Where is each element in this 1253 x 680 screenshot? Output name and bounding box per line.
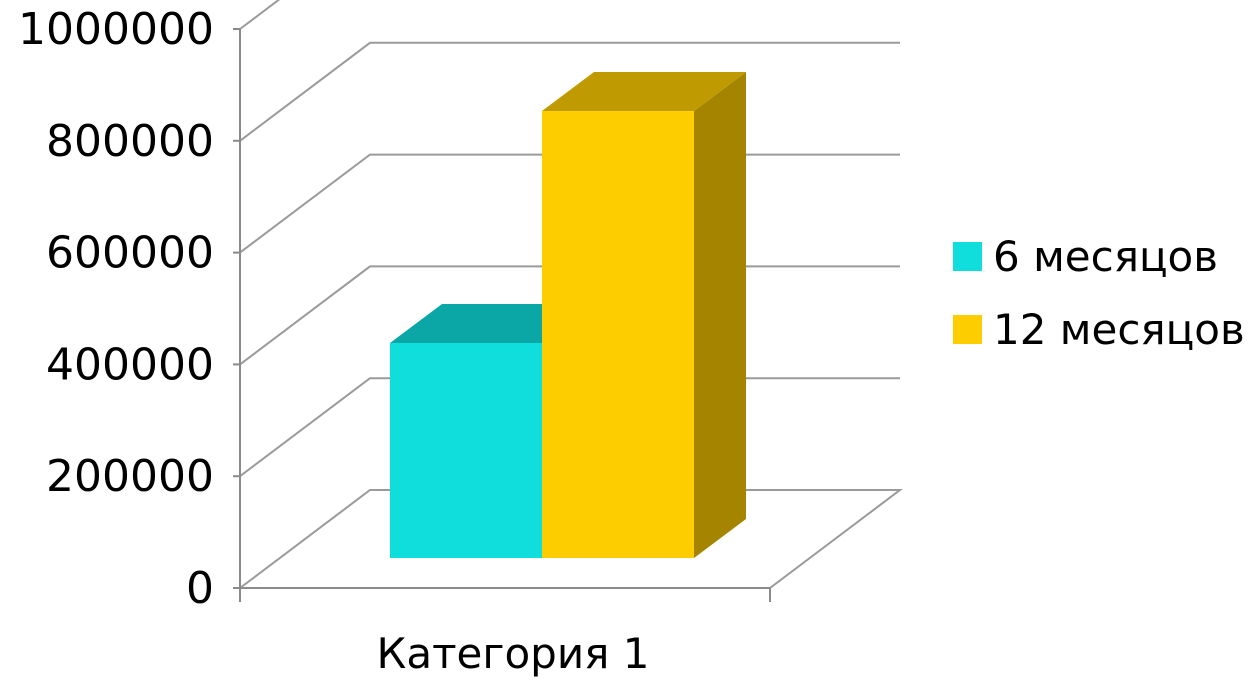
y-tick-label: 200000	[46, 451, 214, 502]
y-tick-label: 600000	[46, 228, 214, 279]
gridline	[239, 0, 281, 30]
axes	[233, 28, 771, 602]
y-tick-label: 1000000	[18, 4, 214, 55]
legend-swatch	[953, 242, 982, 271]
x-tick-label: Категория 1	[377, 629, 650, 678]
bar-side	[694, 72, 746, 558]
legend: 6 месяцов 12 месяцов	[953, 232, 1245, 354]
y-tick-label: 800000	[46, 116, 214, 167]
legend-label: 12 месяцов	[993, 305, 1245, 354]
gridline	[239, 41, 900, 142]
y-tick-label: 400000	[46, 339, 214, 390]
bar-top	[542, 72, 746, 112]
bar-front	[542, 111, 694, 558]
x-tick-labels: Категория 1	[377, 629, 650, 678]
bars	[390, 72, 746, 558]
bar	[542, 72, 746, 558]
y-tick-label: 0	[186, 563, 214, 614]
legend-label: 6 месяцов	[993, 232, 1218, 281]
legend-swatch	[953, 315, 982, 344]
y-tick-labels: 0 200000 400000 600000 800000 1000000	[18, 4, 214, 614]
legend-item: 12 месяцов	[953, 305, 1245, 354]
legend-item: 6 месяцов	[953, 232, 1218, 281]
bar-front	[390, 343, 542, 558]
